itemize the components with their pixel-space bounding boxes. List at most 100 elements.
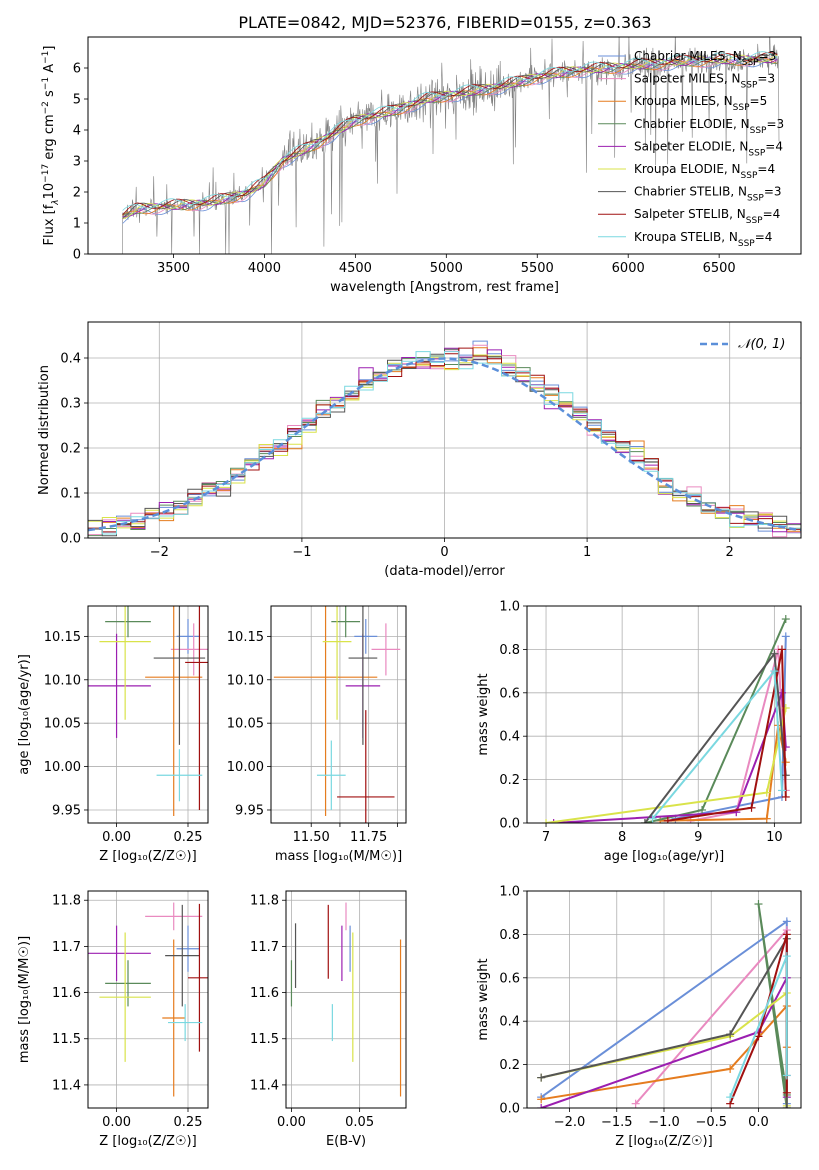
y-tick-label: 0.0 [499, 817, 520, 832]
y-tick-label: 0.4 [499, 1015, 520, 1030]
x-tick-label: 0.00 [102, 830, 131, 845]
x-tick-label: 7 [542, 830, 550, 845]
errorbar-chabrier-stelib [165, 904, 200, 1007]
legend-label: Salpeter MILES, NSSP=3 [634, 72, 775, 91]
x-tick-label: 0.00 [102, 1115, 131, 1130]
errorbar-salpeter-stelib [337, 710, 395, 823]
legend-label-tail: =4 [755, 230, 773, 244]
x-axis-label: (data-model)/error [384, 564, 505, 579]
legend-label-tail: =3 [764, 185, 782, 199]
errorbar-kroupa-stelib [168, 1004, 203, 1042]
y-axis-label-part: −1 [41, 51, 51, 64]
legend-label: Kroupa ELODIE, NSSP=4 [634, 162, 775, 181]
legend-label-tail: =4 [765, 139, 783, 153]
model-spectrum-salpeter-stelib [122, 52, 778, 216]
y-tick-label: 1.0 [499, 885, 520, 900]
legend-label-tail: =3 [757, 72, 775, 86]
weight-series-chabrier-miles [671, 632, 790, 823]
x-tick-label: 11.50 [293, 830, 330, 845]
x-tick-label: 2 [726, 545, 734, 560]
x-tick-label: −1.5 [601, 1115, 633, 1130]
spectrum-panel: 3500 4000 4500 5000 5500 6000 6500 0 1 2 3 4 5 6 wavel… [41, 36, 802, 295]
legend-label: Chabrier ELODIE, NSSP=3 [634, 117, 784, 136]
x-tick-label: −2.0 [554, 1115, 586, 1130]
errorbar-kroupa-elodie [322, 606, 352, 720]
x-tick-label: 0 [440, 545, 448, 560]
legend-label-sub: SSP [741, 81, 758, 91]
legend-label-main: Chabrier STELIB, N [634, 185, 747, 199]
x-tick-label: −0.5 [695, 1115, 727, 1130]
y-tick-label: 0.8 [499, 928, 520, 943]
legend-label-main: Salpeter MILES, N [634, 72, 741, 86]
errorbar-salpeter-stelib [185, 606, 208, 810]
x-tick-label: −2 [150, 545, 169, 560]
y-tick-label: 0.2 [60, 442, 81, 457]
legend-label-sub: SSP [750, 126, 767, 136]
weight-vs-metallicity-panel: −2.0 −1.5 −1.0 −0.5 0.0 0.0 0.2 0.4 0.6 0.8 1.0 Z [… [476, 885, 802, 1149]
y-axis-label: age [log₁₀(age/yr)] [17, 654, 32, 775]
x-tick-label: 3500 [157, 261, 190, 276]
histogram-kroupa-stelib [88, 351, 801, 538]
axes-frame [87, 321, 802, 539]
axes-frame [526, 890, 802, 1109]
x-tick-label: 1 [583, 545, 591, 560]
legend-label: Salpeter ELODIE, NSSP=4 [634, 139, 783, 158]
legend-label-sub: SSP [738, 239, 755, 249]
x-tick-label: −1 [292, 545, 311, 560]
y-axis-label: Flux [fλ10−17 erg cm−2 s−1 A−1] [41, 46, 61, 246]
y-axis-label-part: −1 [41, 77, 51, 90]
errorbar-chabrier-stelib [153, 606, 206, 745]
gaussian-curve [88, 357, 801, 532]
legend-label-main: Kroupa STELIB, N [634, 230, 738, 244]
legend-label-sub: SSP [747, 194, 764, 204]
errorbar-chabrier-miles [354, 619, 378, 654]
y-tick-label: 10.00 [227, 760, 264, 775]
legend-label: Kroupa STELIB, NSSP=4 [634, 230, 772, 249]
errorbar-salpeter-miles [145, 902, 203, 931]
y-axis-label-part: ] [42, 46, 57, 51]
y-tick-label: 0.1 [60, 487, 81, 502]
y-tick-label: 10.15 [227, 630, 264, 645]
y-tick-label: 1.0 [499, 600, 520, 615]
y-tick-label: 10.15 [44, 630, 81, 645]
weight-series-kroupa-stelib [726, 952, 791, 1102]
legend-label: Kroupa MILES, NSSP=5 [634, 94, 767, 113]
legend-label-sub: SSP [741, 171, 758, 181]
age-vs-mass-panel: 11.50 11.75 9.95 10.00 10.05 10.10 10.15 mass [… [227, 605, 407, 864]
y-tick-label: 0 [73, 248, 81, 263]
x-axis-label: age [log₁₀(age/yr)] [604, 849, 725, 864]
x-tick-label: 4000 [248, 261, 281, 276]
errorbar-salpeter-elodie [88, 925, 151, 982]
errorbar-kroupa-miles [145, 606, 203, 817]
x-tick-label: 10 [766, 830, 783, 845]
model-spectrum-kroupa-stelib [122, 51, 778, 211]
legend-label-main: Salpeter ELODIE, N [634, 139, 748, 153]
weight-series-kroupa-elodie [542, 703, 790, 823]
x-axis-label: Z [log₁₀(Z/Z☉)] [99, 1134, 196, 1149]
y-tick-label: 0.0 [60, 532, 81, 547]
errorbar-kroupa-elodie [99, 932, 151, 1062]
legend-label-tail: =3 [759, 49, 777, 63]
legend-label-tail: =4 [757, 162, 775, 176]
x-axis-label: E(B-V) [326, 1134, 366, 1149]
axes-frame [87, 36, 802, 255]
errorbar-chabrier-elodie [331, 606, 361, 638]
y-axis-label-part: −2 [41, 101, 51, 114]
legend-label-tail: =4 [763, 207, 781, 221]
x-axis-label: wavelength [Angstrom, rest frame] [330, 280, 559, 295]
y-tick-label: 10.05 [227, 717, 264, 732]
y-tick-label: 5 [73, 93, 81, 108]
legend-label-sub: SSP [748, 148, 765, 158]
y-axis-label-part: 10 [42, 183, 57, 200]
axes-frame [526, 605, 802, 824]
residuals-panel: −2 −1 0 1 2 0.0 0.1 0.2 0.3 0.4 (data-model)/error… [37, 321, 802, 579]
legend-label-tail: =5 [750, 94, 768, 108]
legend-label-sub: SSP [746, 216, 763, 226]
y-axis-label: mass [log₁₀(M/M☉)] [17, 936, 32, 1063]
mass-vs-metallicity-panel: 0.00 0.25 11.4 11.5 11.6 11.7 11.8 Z [log₁₀(Z/Z… [17, 890, 209, 1149]
model-spectrum-salpeter-miles [122, 57, 778, 220]
y-tick-label: 1 [73, 217, 81, 232]
legend-label-main: Kroupa MILES, N [634, 94, 733, 108]
x-tick-label: 0.00 [277, 1115, 306, 1130]
